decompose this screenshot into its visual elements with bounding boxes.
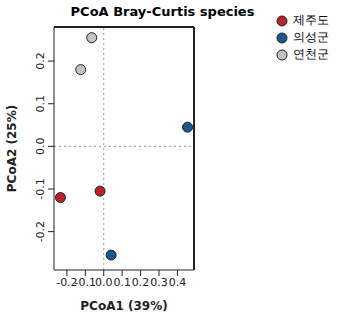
html-text:연천군: 연천군 <box>293 47 329 61</box>
svg-text:0.1: 0.1 <box>34 95 47 113</box>
svg-text:0.0: 0.0 <box>34 138 47 156</box>
svg-text:-0.2: -0.2 <box>34 221 47 242</box>
svg-text:0.2: 0.2 <box>34 52 47 70</box>
svg-text:-0.2: -0.2 <box>56 275 78 289</box>
svg-text:-0.1: -0.1 <box>75 276 96 289</box>
html-text:PCoA Bray-Curtis species: PCoA Bray-Curtis species <box>70 4 255 19</box>
svg-text:0.2: 0.2 <box>132 276 150 289</box>
svg-text:0.1: 0.1 <box>113 276 131 289</box>
svg-text:0.4: 0.4 <box>169 276 187 289</box>
svg-text:PCoA2 (25%): PCoA2 (25%) <box>8 105 19 192</box>
svg-text:0.0: 0.0 <box>95 276 113 289</box>
html-text:의성군: 의성군 <box>293 30 329 44</box>
svg-text:0.3: 0.3 <box>150 276 168 289</box>
html-text:제주도: 제주도 <box>293 13 329 27</box>
svg-text:-0.1: -0.1 <box>34 178 47 199</box>
svg-text:PCoA1 (39%): PCoA1 (39%) <box>80 299 167 313</box>
